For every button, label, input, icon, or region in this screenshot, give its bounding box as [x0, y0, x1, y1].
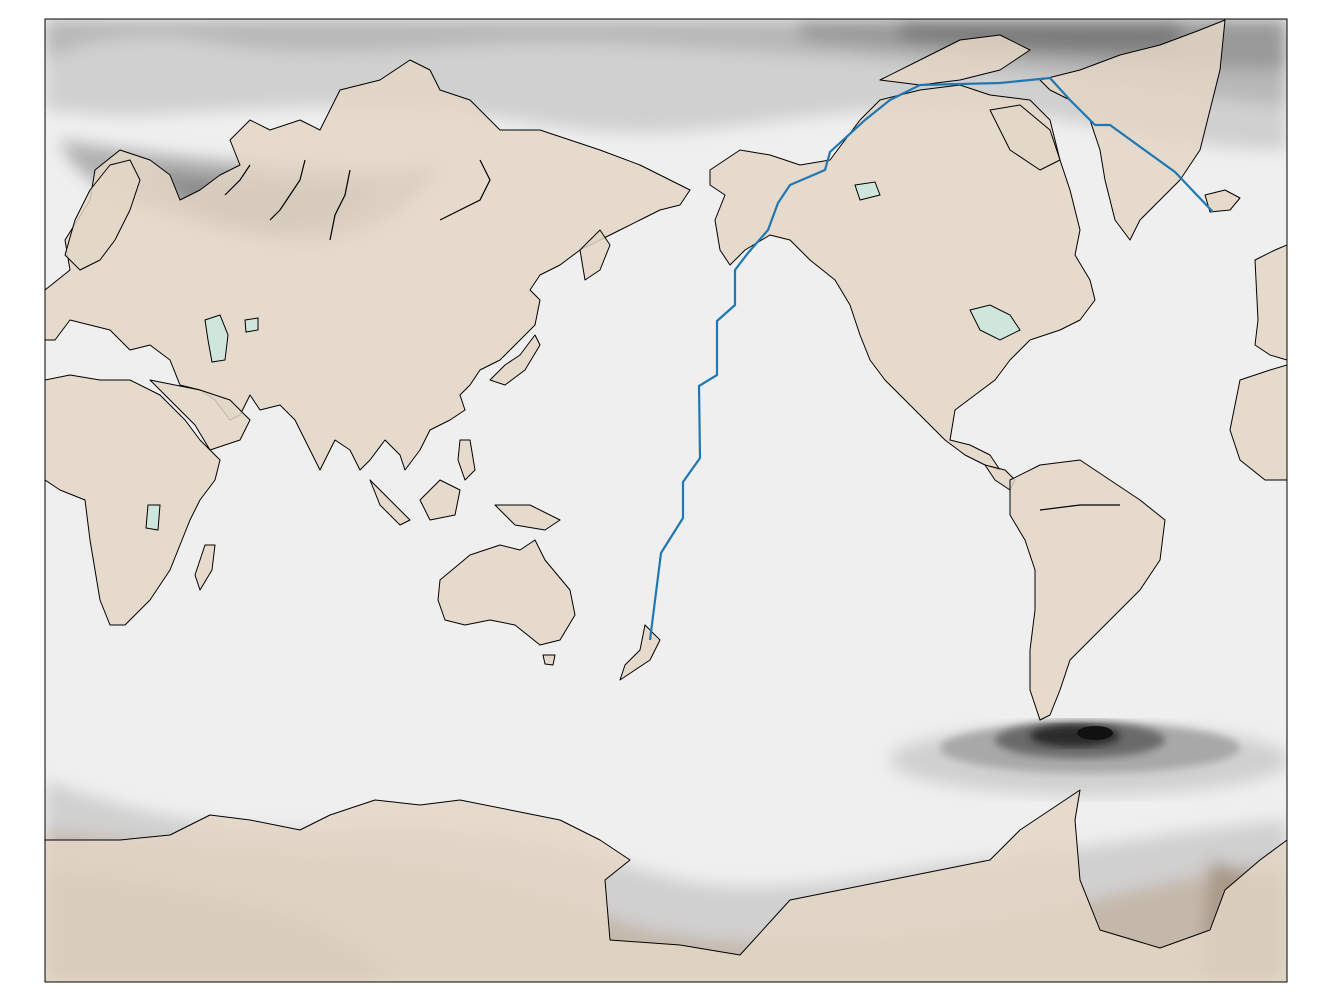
land-antarctica [45, 789, 1287, 982]
lake-caspian [204, 314, 229, 363]
land-australia [437, 539, 576, 646]
land-greenland [1039, 19, 1226, 241]
land-africa-east-edge [1229, 364, 1287, 481]
land-philippines [457, 439, 476, 481]
land-new-guinea [494, 504, 561, 531]
lake-victoria [145, 504, 161, 531]
land-arctic-islands [879, 34, 1031, 86]
land-japan [489, 334, 541, 386]
land-madagascar [194, 544, 216, 591]
land-europe-east-edge [1254, 244, 1287, 361]
landmasses [45, 19, 1287, 982]
rivers [224, 159, 1120, 511]
lake-great-lakes [969, 304, 1021, 341]
land-scandinavia [64, 159, 141, 271]
lake-aral [244, 317, 259, 333]
storm-shading [890, 722, 1287, 795]
flight-route [648, 76, 1214, 641]
lakes [145, 181, 1021, 531]
land-kamchatka [579, 229, 611, 281]
land-baffin [989, 104, 1061, 171]
lake-great-bear [854, 181, 881, 201]
land-arabia [149, 379, 251, 451]
land-tasmania [542, 654, 556, 666]
map-frame-border [44, 18, 1288, 983]
land-africa [45, 374, 221, 626]
land-south-america [1009, 459, 1166, 721]
land-sumatra [369, 479, 411, 526]
land-borneo [419, 479, 461, 521]
